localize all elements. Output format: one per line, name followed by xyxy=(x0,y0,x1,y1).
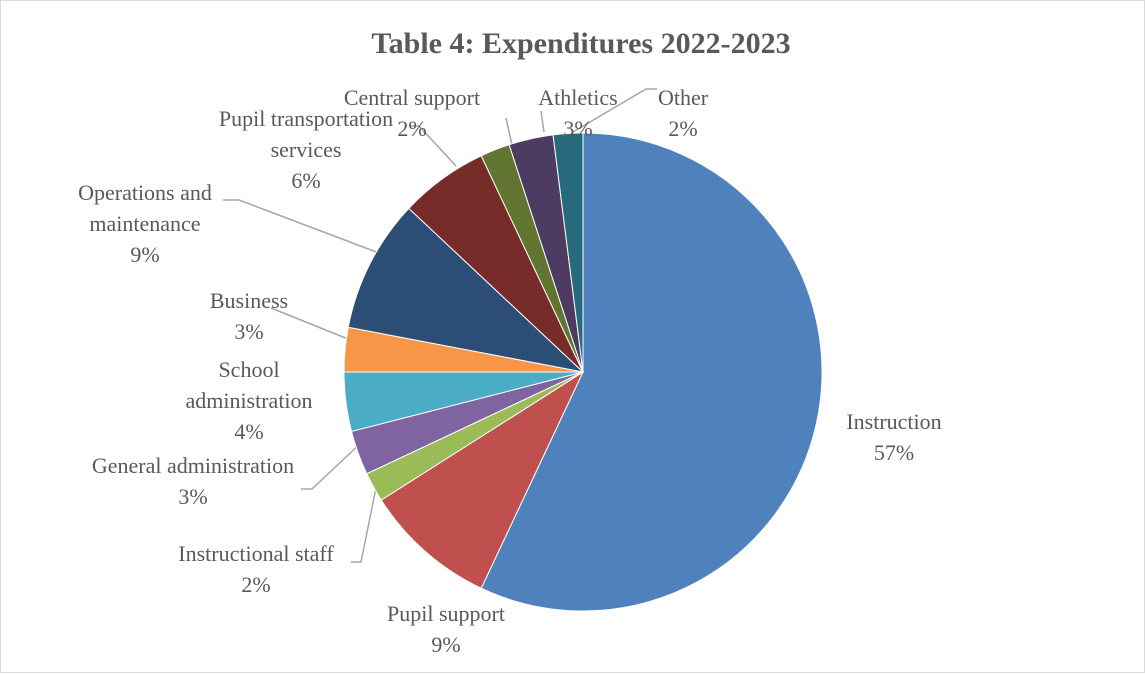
slice-label-9: Central support 2% xyxy=(344,85,480,141)
slice-percent: 9% xyxy=(431,632,460,657)
slice-category: Instructional staff xyxy=(178,541,334,566)
slice-label-6: Business 3% xyxy=(210,288,288,344)
slice-label-5: School administration 4% xyxy=(185,357,312,444)
slice-category: Operations and xyxy=(78,180,212,205)
slice-label-2: Pupil support 9% xyxy=(387,601,505,657)
leader-line-9 xyxy=(505,117,513,146)
slice-label-7: Operations and maintenance 9% xyxy=(78,180,212,267)
slice-percent: 2% xyxy=(397,116,426,141)
slice-percent: 57% xyxy=(874,440,914,465)
slice-category: School xyxy=(218,357,279,382)
leader-line-6 xyxy=(270,307,354,342)
slice-label-10: Athletics 3% xyxy=(538,85,617,141)
pie-slice-11 xyxy=(552,132,584,373)
slice-label-1: Instruction 57% xyxy=(846,409,941,465)
slice-category: maintenance xyxy=(89,211,200,236)
slice-percent: 4% xyxy=(234,419,263,444)
leader-line-4 xyxy=(301,440,364,490)
slice-category: General administration xyxy=(92,453,294,478)
slice-percent: 3% xyxy=(234,319,263,344)
slice-category: Other xyxy=(658,85,709,110)
slice-category: Pupil transportation xyxy=(219,106,393,131)
slice-category: Athletics xyxy=(538,85,617,110)
slice-label-4: General administration 3% xyxy=(92,453,294,509)
leader-line-7 xyxy=(223,199,380,254)
slice-percent: 3% xyxy=(563,116,592,141)
leader-line-3 xyxy=(351,472,380,563)
leader-line-11 xyxy=(572,88,657,133)
leader-line-8 xyxy=(409,125,457,167)
leader-lines xyxy=(223,88,657,563)
slice-percent: 2% xyxy=(241,572,270,597)
slice-category: administration xyxy=(185,388,312,413)
slice-category: Central support xyxy=(344,85,480,110)
slice-category: Business xyxy=(210,288,288,313)
slice-category: services xyxy=(271,137,342,162)
slice-label-11: Other 2% xyxy=(658,85,709,141)
leader-line-10 xyxy=(540,110,545,133)
slice-label-3: Instructional staff 2% xyxy=(178,541,334,597)
pie-slice-7 xyxy=(347,207,585,373)
chart-title: Table 4: Expenditures 2022-2023 xyxy=(371,27,790,60)
slice-percent: 3% xyxy=(178,484,207,509)
pie-slices xyxy=(343,132,823,612)
slice-category: Pupil support xyxy=(387,601,505,626)
pie-slice-1 xyxy=(480,132,823,612)
pie-slice-2 xyxy=(380,370,585,589)
data-labels: Instruction 57% Pupil support 9% Instruction… xyxy=(78,85,942,657)
slice-percent: 9% xyxy=(130,242,159,267)
slice-category: Instruction xyxy=(846,409,941,434)
slice-label-8: Pupil transportation services 6% xyxy=(219,106,393,193)
slice-percent: 6% xyxy=(291,168,320,193)
slice-percent: 2% xyxy=(668,116,697,141)
